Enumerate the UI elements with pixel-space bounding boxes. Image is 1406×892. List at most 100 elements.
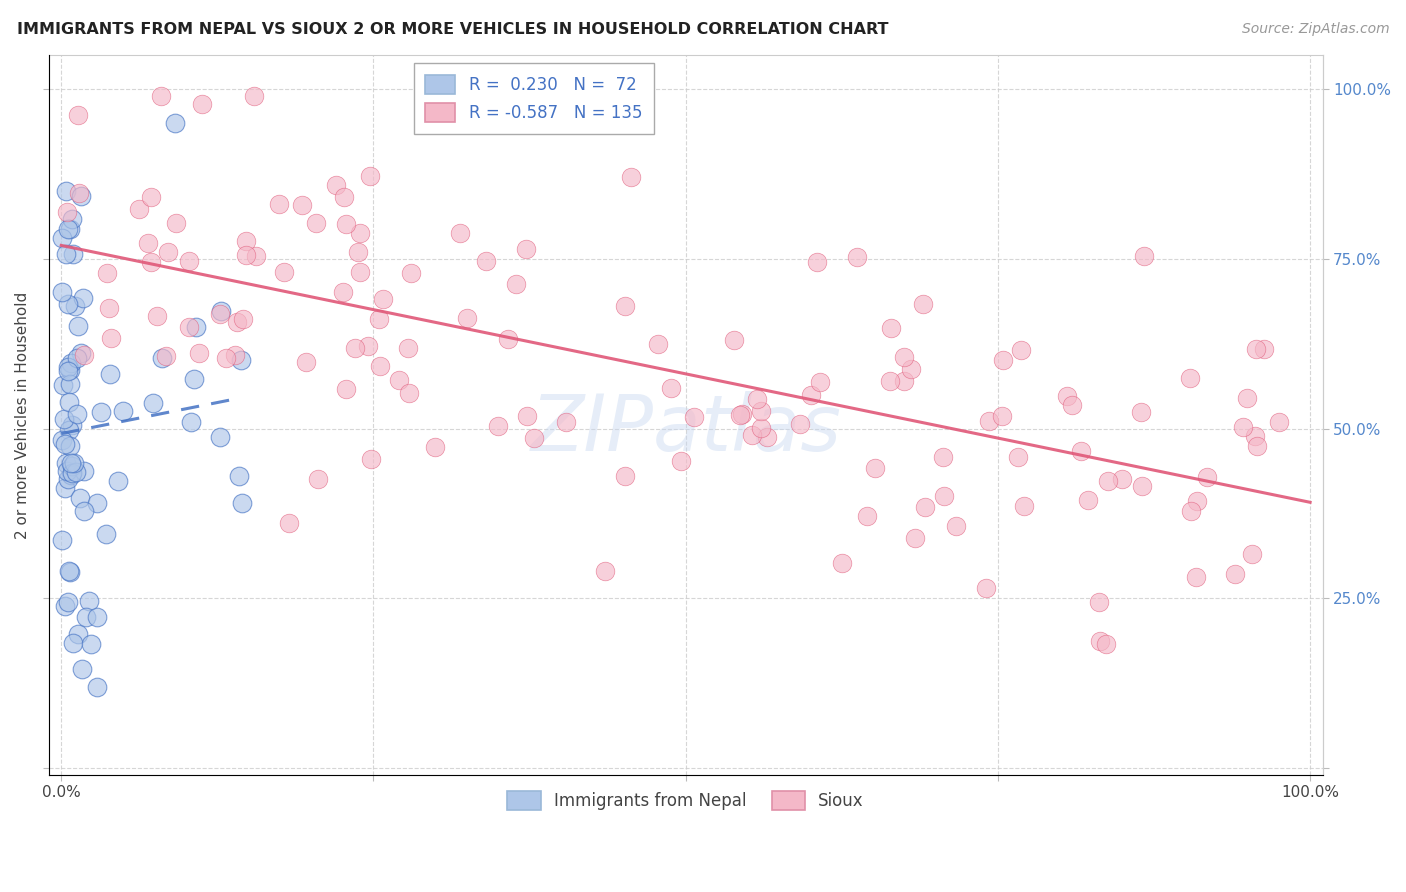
Point xyxy=(67,186,90,201)
Point xyxy=(945,519,967,533)
Point xyxy=(831,556,853,570)
Point xyxy=(357,339,380,353)
Point xyxy=(177,254,200,268)
Point xyxy=(183,372,205,386)
Point xyxy=(63,457,86,471)
Point xyxy=(863,461,886,475)
Point xyxy=(325,178,347,193)
Point xyxy=(86,610,108,624)
Point xyxy=(304,216,326,230)
Legend: Immigrants from Nepal, Sioux: Immigrants from Nepal, Sioux xyxy=(501,784,870,817)
Point xyxy=(72,291,94,305)
Point xyxy=(55,456,77,470)
Point xyxy=(215,351,238,365)
Point xyxy=(333,190,356,204)
Point xyxy=(59,456,82,470)
Point xyxy=(505,277,527,291)
Text: IMMIGRANTS FROM NEPAL VS SIOUX 2 OR MORE VEHICLES IN HOUSEHOLD CORRELATION CHART: IMMIGRANTS FROM NEPAL VS SIOUX 2 OR MORE… xyxy=(17,22,889,37)
Point xyxy=(756,430,779,444)
Point xyxy=(51,285,73,300)
Text: ZIPatlas: ZIPatlas xyxy=(530,392,841,467)
Point xyxy=(370,359,392,373)
Point xyxy=(359,169,381,183)
Point xyxy=(291,198,314,212)
Point xyxy=(911,296,934,310)
Point xyxy=(58,594,80,608)
Point xyxy=(671,454,693,468)
Point xyxy=(149,88,172,103)
Point xyxy=(235,234,257,248)
Point xyxy=(475,253,498,268)
Point xyxy=(53,599,76,613)
Point xyxy=(456,311,478,326)
Point xyxy=(180,416,202,430)
Point xyxy=(398,386,420,401)
Point xyxy=(231,496,253,510)
Point xyxy=(58,472,80,486)
Point xyxy=(267,196,290,211)
Point xyxy=(904,531,927,545)
Point xyxy=(80,637,103,651)
Point xyxy=(86,495,108,509)
Point xyxy=(51,231,73,245)
Point xyxy=(486,419,509,434)
Point xyxy=(893,350,915,364)
Point xyxy=(516,409,538,423)
Point xyxy=(59,363,82,377)
Point xyxy=(396,341,419,355)
Point xyxy=(69,345,91,359)
Point xyxy=(69,491,91,506)
Point xyxy=(59,468,82,483)
Point xyxy=(235,247,257,261)
Point xyxy=(177,320,200,334)
Point xyxy=(243,88,266,103)
Point xyxy=(98,368,121,382)
Point xyxy=(1087,595,1109,609)
Point xyxy=(974,581,997,595)
Point xyxy=(66,351,89,366)
Point xyxy=(1132,249,1154,263)
Point xyxy=(728,409,751,423)
Point xyxy=(1132,479,1154,493)
Point xyxy=(741,428,763,442)
Point xyxy=(56,222,79,236)
Point xyxy=(1246,342,1268,356)
Point xyxy=(58,222,80,236)
Point xyxy=(932,489,955,503)
Point xyxy=(332,285,354,299)
Point xyxy=(65,465,87,479)
Point xyxy=(1178,371,1201,385)
Point xyxy=(208,430,231,444)
Point xyxy=(1232,420,1254,434)
Point xyxy=(659,381,682,395)
Point xyxy=(789,417,811,431)
Point xyxy=(90,404,112,418)
Point xyxy=(1056,388,1078,402)
Point xyxy=(388,372,411,386)
Point xyxy=(245,249,267,263)
Point xyxy=(155,349,177,363)
Point xyxy=(52,378,75,392)
Point xyxy=(73,504,96,518)
Point xyxy=(73,465,96,479)
Point xyxy=(209,303,232,318)
Point xyxy=(1180,504,1202,518)
Point xyxy=(515,242,537,256)
Point xyxy=(226,315,249,329)
Point xyxy=(1095,637,1118,651)
Point xyxy=(808,375,831,389)
Point xyxy=(751,404,773,418)
Point xyxy=(806,255,828,269)
Point xyxy=(731,407,754,421)
Point xyxy=(423,440,446,454)
Point xyxy=(146,309,169,323)
Point xyxy=(229,353,252,368)
Point xyxy=(360,452,382,467)
Point xyxy=(800,388,823,402)
Point xyxy=(56,364,79,378)
Point xyxy=(979,414,1001,428)
Point xyxy=(745,392,768,406)
Point xyxy=(58,395,80,409)
Point xyxy=(67,108,90,122)
Point xyxy=(620,169,643,184)
